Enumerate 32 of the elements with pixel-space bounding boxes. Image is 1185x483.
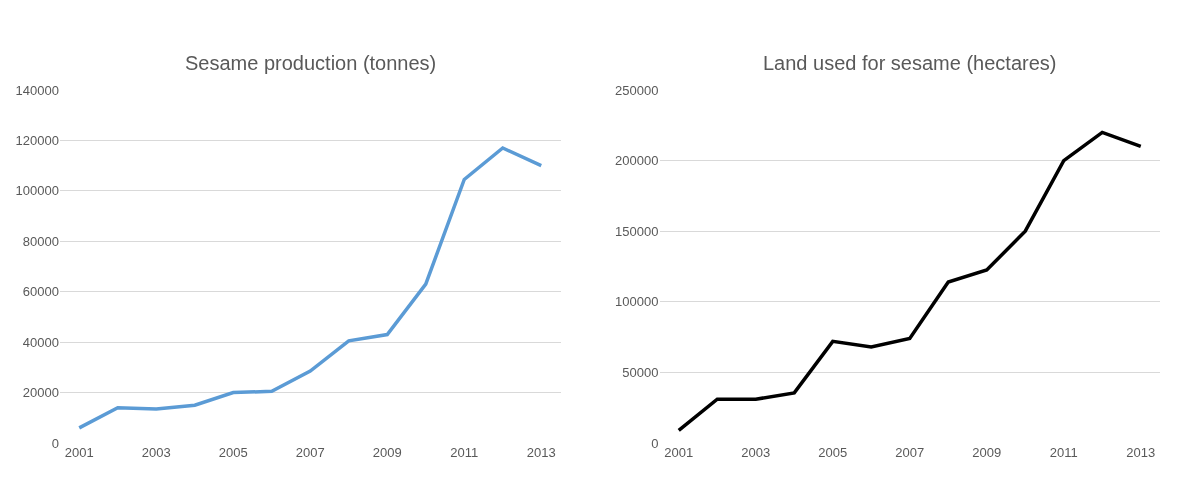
x-tick-label: 2003 (741, 445, 771, 460)
y-tick-label: 0 (51, 435, 59, 451)
x-tick-label: 2001 (664, 445, 694, 460)
x-tick-label: 2011 (1049, 445, 1078, 460)
x-tick-label: 2011 (450, 445, 479, 460)
x-tick-label: 2009 (372, 445, 402, 460)
x-tick-label: 2005 (818, 445, 848, 460)
y-tick-label: 140000 (15, 82, 59, 98)
y-tick-label: 60000 (22, 284, 59, 300)
y-tick-label: 50000 (622, 364, 659, 380)
y-tick-label: 40000 (22, 334, 59, 350)
x-tick-label: 2009 (972, 445, 1002, 460)
line-series (77, 146, 543, 430)
y-tick-label: 200000 (615, 153, 659, 169)
x-tick-label: 2003 (141, 445, 171, 460)
chart-title: Land used for sesame (hectares) (763, 52, 1057, 74)
y-tick-label: 150000 (615, 223, 659, 239)
line-series (677, 130, 1143, 433)
chart-title: Sesame production (tonnes) (185, 52, 437, 74)
x-tick-label: 2005 (218, 445, 248, 460)
y-tick-label: 250000 (615, 82, 659, 98)
y-tick-label: 80000 (22, 233, 59, 249)
y-tick-label: 120000 (15, 132, 59, 148)
x-tick-label: 2013 (1126, 445, 1156, 460)
y-tick-label: 100000 (15, 183, 59, 199)
y-tick-label: 0 (651, 435, 659, 451)
x-tick-label: 2007 (295, 445, 325, 460)
x-tick-label: 2007 (895, 445, 925, 460)
x-tick-label: 2001 (64, 445, 94, 460)
y-tick-label: 20000 (22, 385, 59, 401)
x-tick-label: 2013 (526, 445, 556, 460)
y-tick-label: 100000 (615, 294, 659, 310)
